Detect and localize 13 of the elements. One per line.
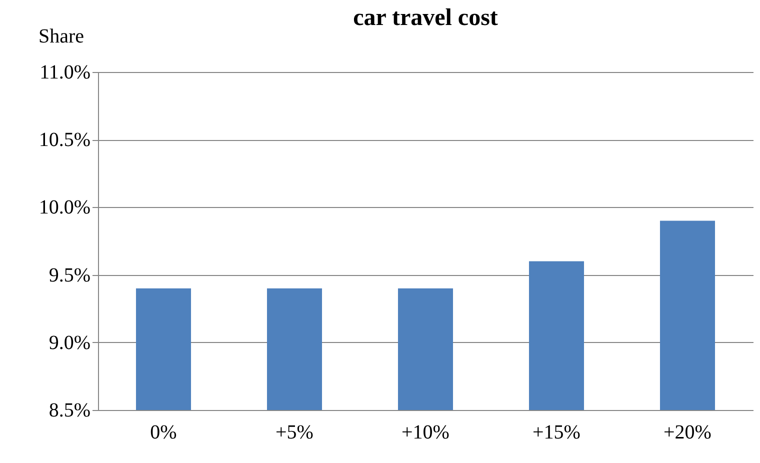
x-tick-label: 0%: [150, 422, 177, 444]
y-tick-label: 9.0%: [48, 332, 90, 354]
chart-title: car travel cost: [353, 5, 498, 31]
y-tick-label: 10.5%: [38, 129, 90, 152]
y-tick-label: 9.5%: [48, 264, 90, 286]
y-axis-title: Share: [38, 26, 84, 48]
y-tick-label: 8.5%: [48, 400, 90, 422]
x-tick-label: +20%: [664, 422, 712, 444]
y-tick-label: 11.0%: [40, 62, 90, 84]
x-tick-label: +10%: [402, 422, 450, 444]
x-tick-label: +15%: [532, 422, 580, 444]
y-tick-label: 10.0%: [38, 196, 90, 219]
x-tick-label: +5%: [276, 422, 314, 444]
